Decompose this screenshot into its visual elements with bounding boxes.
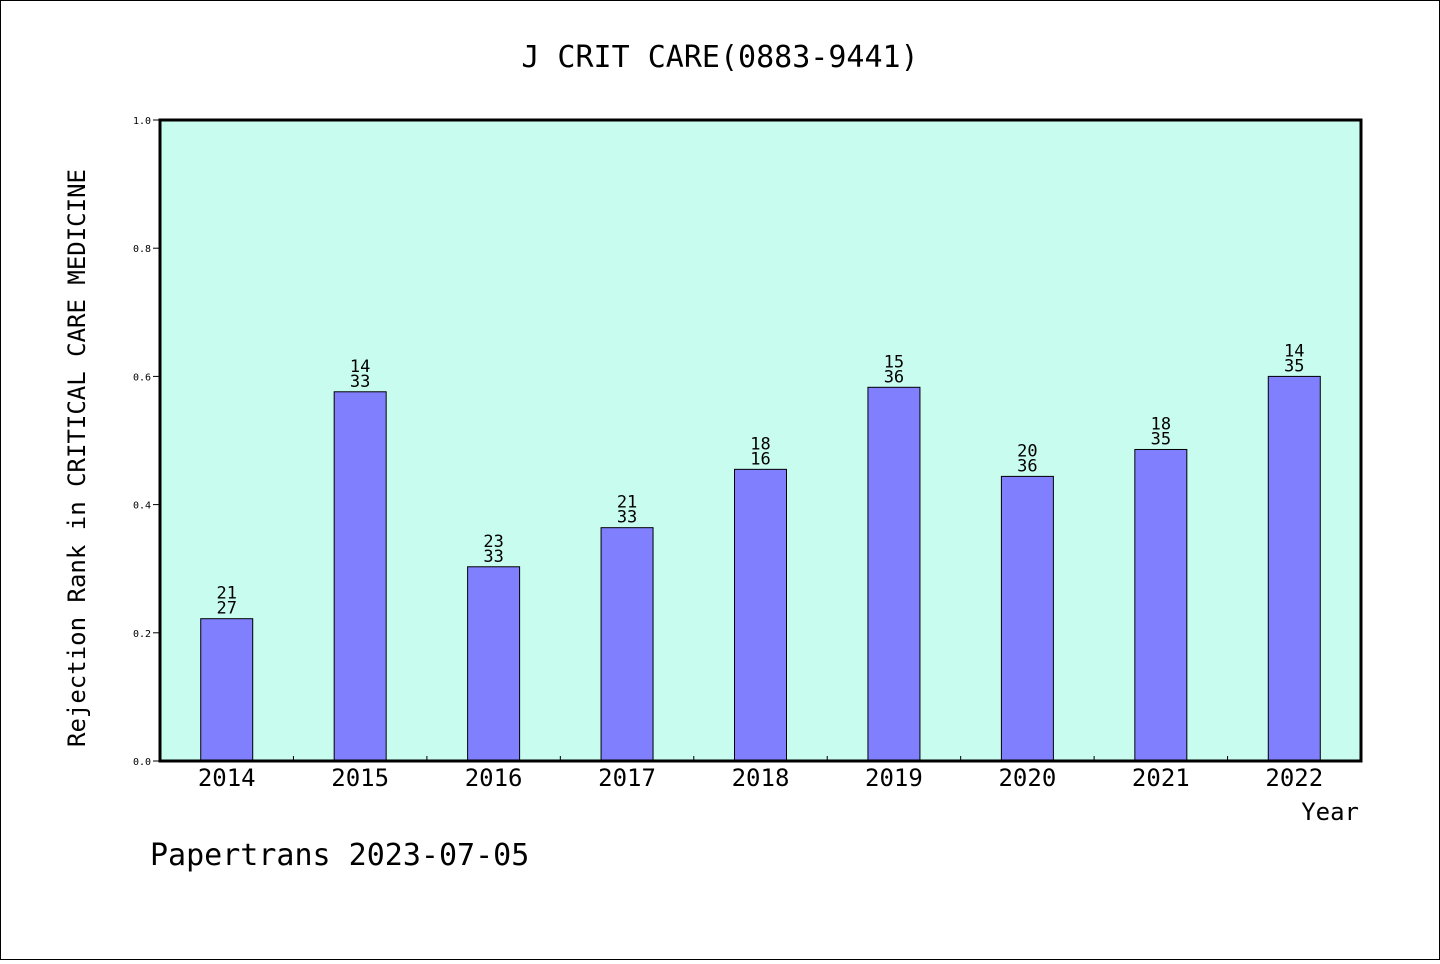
bar-label-bottom: 33 <box>617 508 637 528</box>
y-tick-label: 0.0 <box>133 757 151 768</box>
bar-label-top: 18 <box>1151 414 1171 434</box>
bar-2022 <box>1267 375 1321 762</box>
y-tick-label: 1.0 <box>133 116 151 127</box>
bar-label-top: 15 <box>884 352 904 372</box>
bar-2018 <box>734 468 787 762</box>
bar-label-top: 18 <box>750 434 770 454</box>
x-tick-label: 2018 <box>732 764 790 792</box>
y-tick-label: 0.4 <box>133 501 151 512</box>
x-tick-label: 2016 <box>465 764 523 792</box>
bar-2021 <box>1134 448 1188 762</box>
x-tick-label: 2022 <box>1265 764 1323 792</box>
bar-label-top: 14 <box>350 357 370 377</box>
bar-label-bottom: 36 <box>1017 456 1037 476</box>
bar-2019 <box>867 386 921 762</box>
bar-label-bottom: 33 <box>483 547 503 567</box>
y-tick-label: 0.6 <box>133 372 151 383</box>
x-axis-label: Year <box>1301 798 1359 826</box>
bar-label-top: 21 <box>216 584 236 604</box>
bar-label-top: 20 <box>1017 441 1037 461</box>
bar-label-bottom: 35 <box>1151 429 1171 449</box>
y-tick-label: 0.8 <box>133 244 151 255</box>
bar-label-top: 23 <box>483 532 503 552</box>
x-tick-label: 2014 <box>198 764 256 792</box>
bar-label-top: 14 <box>1284 341 1304 361</box>
bar-2015 <box>333 391 387 762</box>
x-tick-label: 2020 <box>998 764 1056 792</box>
x-tick-label: 2019 <box>865 764 923 792</box>
bar-label-top: 21 <box>617 493 637 513</box>
x-tick-label: 2017 <box>598 764 656 792</box>
y-tick-label: 0.2 <box>133 629 151 640</box>
bar-label-bottom: 16 <box>750 449 770 469</box>
bar-label-bottom: 27 <box>216 599 236 619</box>
bar-2020 <box>1000 475 1054 762</box>
x-tick-label: 2015 <box>331 764 389 792</box>
footer-credit: Papertrans 2023-07-05 <box>150 838 529 873</box>
plot-border <box>158 118 1363 763</box>
chart-title: J CRIT CARE(0883-9441) <box>521 40 918 75</box>
bar-label-bottom: 36 <box>884 367 904 387</box>
x-tick-label: 2021 <box>1132 764 1190 792</box>
y-axis-label: Rejection Rank in CRITICAL CARE MEDICINE <box>63 169 91 747</box>
bar-2014 <box>200 618 254 762</box>
bar-label-bottom: 33 <box>350 372 370 392</box>
bar-2017 <box>600 527 654 762</box>
bar-2016 <box>467 566 521 762</box>
bar-label-bottom: 35 <box>1284 356 1304 376</box>
